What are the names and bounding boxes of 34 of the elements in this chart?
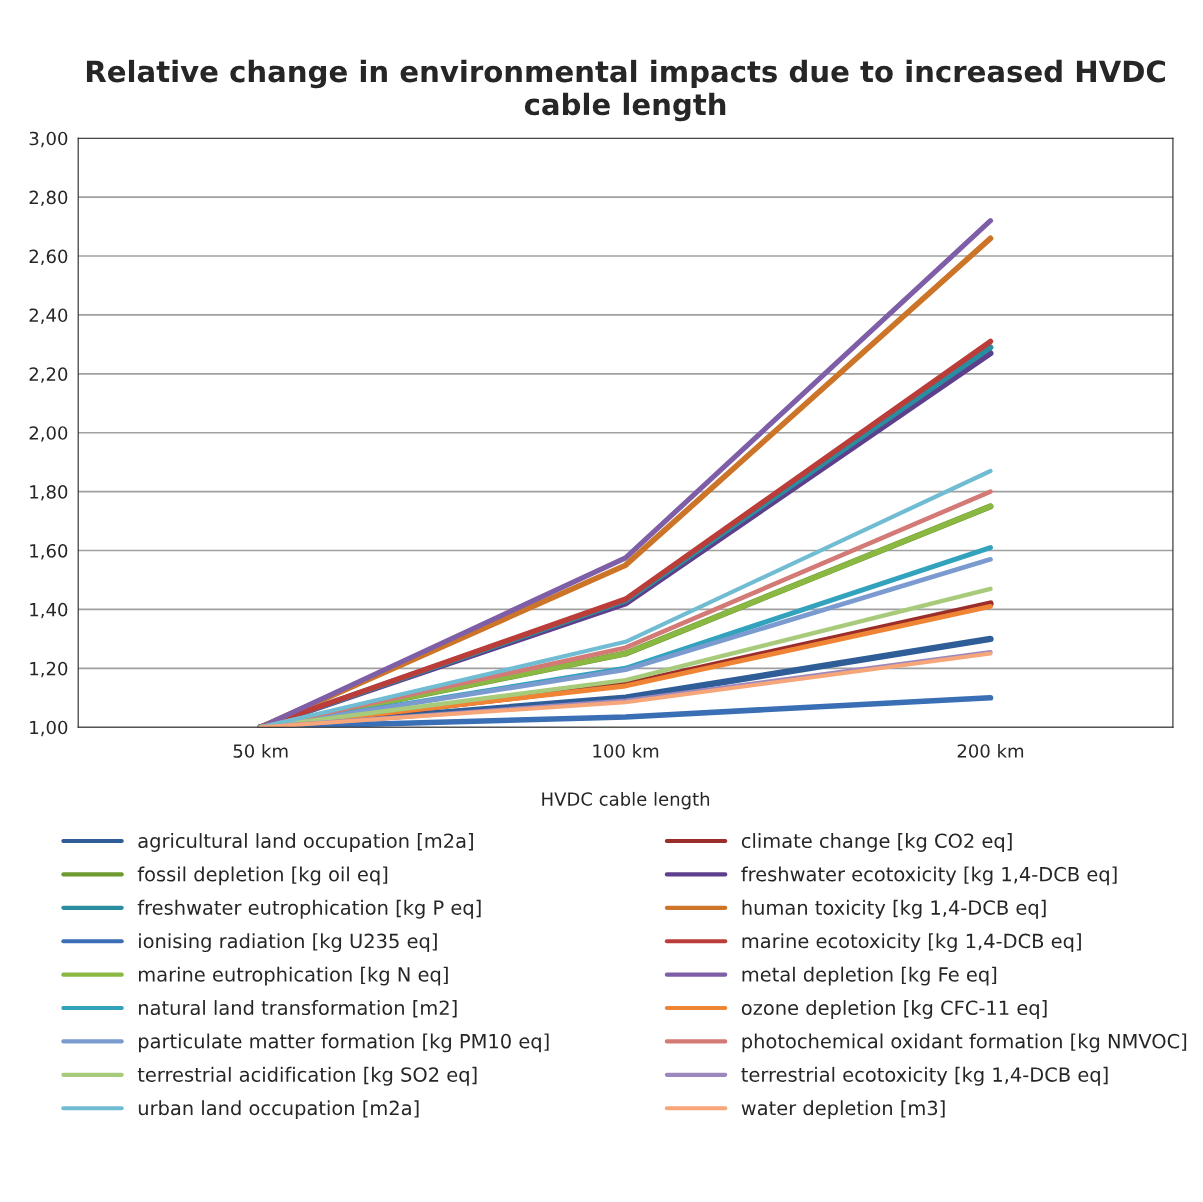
y-tick-label: 3,00 (29, 131, 68, 148)
legend-label: climate change [kg CO2 eq] (741, 833, 1012, 852)
legend-label: photochemical oxidant formation [kg NMVOC] (742, 1033, 1187, 1053)
legend-label: urban land occupation [m2a] (138, 1100, 419, 1120)
legend-label: marine ecotoxicity [kg 1,4-DCB eq] (742, 933, 1081, 953)
y-tick-label: 2,00 (29, 426, 68, 442)
x-tick-label: 100 km (593, 743, 659, 758)
legend-label: ozone depletion [kg CFC-11 eq] (741, 1000, 1047, 1019)
x-tick-label: 200 km (957, 743, 1024, 758)
legend-label: marine eutrophication [kg N eq] (139, 966, 448, 986)
y-tick-label: 2,60 (29, 249, 68, 265)
y-tick-label: 2,80 (29, 190, 68, 207)
legend-label: ionising radiation [kg U235 eq] (139, 933, 437, 953)
y-tick-label: 1,40 (30, 602, 68, 619)
legend-label: freshwater ecotoxicity [kg 1,4-DCB eq] (741, 866, 1117, 886)
legend-label: natural land transformation [m2] (139, 1000, 457, 1018)
y-tick-label: 2,20 (29, 367, 68, 383)
legend-label: water depletion [m3] (741, 1100, 945, 1120)
legend-label: fossil depletion [kg oil eq] (137, 866, 388, 886)
y-tick-label: 1,00 (30, 720, 68, 737)
y-tick-label: 1,60 (30, 543, 68, 560)
y-tick-label: 1,80 (30, 485, 68, 501)
chart-title: Relative change in environmental impacts due to increased HVDC cable length (86, 59, 1165, 122)
legend-label: metal depletion [kg Fe eq] (742, 966, 997, 986)
legend-label: terrestrial ecotoxicity [kg 1,4-DCB eq] (741, 1066, 1108, 1086)
legend-label: human toxicity [kg 1,4-DCB eq] (742, 899, 1046, 919)
legend-label: freshwater eutrophication [kg P eq] (137, 899, 481, 919)
legend-label: terrestrial acidification [kg SO2 eq] (137, 1066, 477, 1086)
legend-label: agricultural land occupation [m2a] (138, 833, 473, 852)
x-tick-label: 50 km (233, 743, 288, 758)
y-tick-label: 2,40 (29, 308, 68, 324)
x-axis-title: HVDC cable length (542, 791, 710, 810)
y-tick-label: 1,20 (30, 661, 68, 678)
legend-label: particulate matter formation [kg PM10 eq] (139, 1033, 549, 1053)
